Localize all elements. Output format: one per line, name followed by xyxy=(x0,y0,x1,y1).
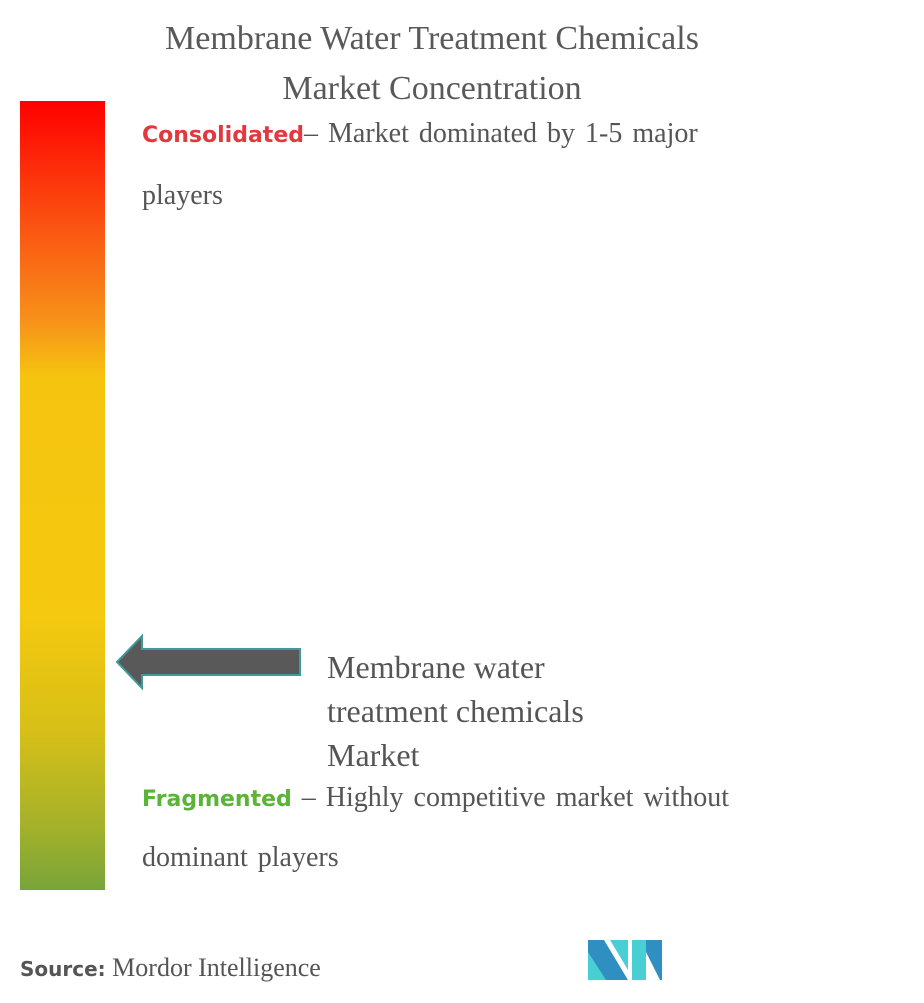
consolidated-text-2: players xyxy=(142,180,223,211)
title-line-2: Market Concentration xyxy=(282,70,582,107)
left-arrow-icon xyxy=(115,633,301,691)
fragmented-text: – Highly competitive market without xyxy=(291,782,730,813)
concentration-gradient-bar xyxy=(20,101,105,890)
fragmented-label: Fragmented xyxy=(142,787,292,812)
market-label: Membrane water treatment chemicals Marke… xyxy=(327,649,584,773)
fragmented-description: Fragmented – Highly competitive market w… xyxy=(142,782,729,814)
mordor-intelligence-logo xyxy=(588,940,662,980)
consolidated-text: – Market dominated by 1-5 major xyxy=(304,118,698,149)
source-label: Source: xyxy=(20,957,106,981)
consolidated-label: Consolidated xyxy=(142,123,304,148)
source-line: Source: Mordor Intelligence xyxy=(20,953,321,983)
consolidated-description: Consolidated– Market dominated by 1-5 ma… xyxy=(142,118,698,150)
source-text: Mordor Intelligence xyxy=(112,953,321,982)
title-line-1: Membrane Water Treatment Chemicals xyxy=(165,20,699,57)
fragmented-text-2: dominant players xyxy=(142,842,339,873)
